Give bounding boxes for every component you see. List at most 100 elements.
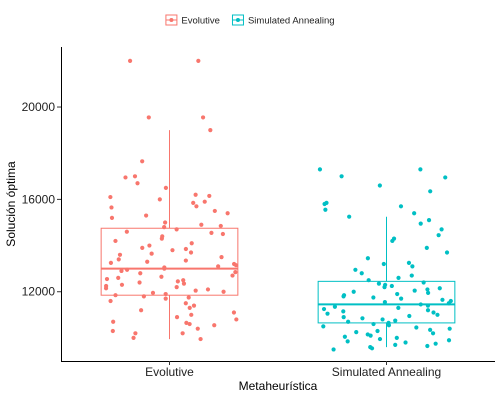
data-point-evolutive: [191, 303, 197, 308]
data-point-evolutive: [140, 159, 145, 164]
data-point-evolutive: [149, 251, 154, 256]
data-point-evolutive: [137, 280, 142, 285]
data-point-evolutive: [181, 278, 186, 283]
data-point-evolutive: [104, 276, 110, 282]
legend-label: Evolutive: [181, 16, 220, 27]
data-point-simulated-annealing: [426, 218, 432, 223]
data-point-simulated-annealing: [351, 289, 356, 294]
data-point-simulated-annealing: [418, 302, 423, 307]
data-point-evolutive: [159, 274, 164, 279]
data-point-simulated-annealing: [439, 227, 444, 232]
data-point-evolutive: [221, 289, 226, 294]
data-point-simulated-annealing: [347, 214, 352, 219]
data-point-evolutive: [194, 204, 199, 209]
data-point-simulated-annealing: [394, 335, 399, 341]
data-point-simulated-annealing: [360, 316, 365, 321]
x-ticks: Evolutive Simulated Annealing: [145, 361, 441, 379]
data-point-simulated-annealing: [371, 321, 376, 327]
data-point-evolutive: [193, 192, 198, 197]
data-point-simulated-annealing: [433, 341, 438, 346]
data-point-evolutive: [207, 193, 212, 199]
data-point-evolutive: [144, 213, 149, 218]
data-point-evolutive: [188, 250, 194, 255]
data-point-evolutive: [162, 224, 167, 230]
y-tick-label: 16000: [22, 192, 56, 206]
data-point-simulated-annealing: [425, 303, 431, 308]
data-point-simulated-annealing: [410, 264, 415, 269]
y-tick-label: 12000: [22, 285, 56, 299]
data-point-simulated-annealing: [440, 297, 445, 302]
data-point-simulated-annealing: [447, 326, 452, 331]
data-point-evolutive: [124, 267, 130, 272]
x-tick-label: Evolutive: [145, 365, 194, 379]
data-point-evolutive: [108, 194, 113, 200]
data-point-evolutive: [183, 301, 188, 306]
data-point-evolutive: [233, 263, 239, 268]
data-point-evolutive: [186, 295, 191, 300]
data-point-evolutive: [233, 270, 238, 275]
data-point-simulated-annealing: [390, 238, 395, 244]
data-point-simulated-annealing: [399, 296, 404, 301]
data-point-simulated-annealing: [428, 327, 433, 332]
data-point-evolutive: [199, 222, 204, 227]
data-point-simulated-annealing: [341, 315, 346, 320]
data-point-evolutive: [110, 328, 115, 334]
data-point-evolutive: [163, 291, 168, 297]
data-point-simulated-annealing: [426, 290, 431, 295]
data-point-evolutive: [109, 205, 114, 210]
data-point-evolutive: [109, 215, 115, 220]
data-point-evolutive: [113, 293, 118, 298]
data-point-evolutive: [205, 287, 211, 292]
data-point-simulated-annealing: [414, 325, 419, 330]
data-point-evolutive: [116, 257, 121, 262]
data-point-evolutive: [187, 305, 192, 310]
data-point-evolutive: [123, 175, 128, 180]
data-point-simulated-annealing: [369, 346, 375, 351]
data-point-simulated-annealing: [325, 311, 330, 316]
box-evolutive: [100, 227, 239, 296]
data-point-simulated-annealing: [354, 330, 359, 335]
data-point-evolutive: [117, 252, 123, 257]
data-point-evolutive: [183, 258, 188, 263]
data-point-evolutive: [174, 227, 179, 232]
data-point-evolutive: [124, 229, 129, 234]
data-point-evolutive: [157, 197, 162, 202]
data-point-evolutive: [218, 223, 223, 229]
data-point-simulated-annealing: [323, 207, 328, 212]
data-point-simulated-annealing: [395, 291, 400, 297]
data-point-evolutive: [133, 331, 138, 336]
data-point-evolutive: [131, 335, 136, 341]
legend: Evolutive Simulated Annealing: [165, 14, 335, 27]
data-point-simulated-annealing: [418, 167, 423, 172]
data-point-simulated-annealing: [342, 334, 347, 339]
x-axis-title: Metaheurística: [239, 379, 318, 393]
data-point-simulated-annealing: [365, 256, 370, 261]
data-point-evolutive: [212, 208, 217, 214]
y-ticks: 12000 16000 20000: [22, 100, 61, 299]
data-point-simulated-annealing: [431, 310, 436, 315]
axes: [61, 47, 495, 362]
data-point-evolutive: [119, 268, 124, 274]
data-point-simulated-annealing: [428, 189, 433, 194]
data-point-simulated-annealing: [393, 342, 398, 347]
data-point-evolutive: [225, 211, 230, 216]
data-point-simulated-annealing: [382, 300, 387, 305]
data-point-evolutive: [193, 288, 198, 293]
data-point-simulated-annealing: [377, 183, 382, 188]
data-point-simulated-annealing: [412, 211, 417, 216]
data-point-simulated-annealing: [406, 260, 412, 265]
points-layer: [103, 58, 453, 352]
data-point-evolutive: [163, 185, 168, 190]
data-point-simulated-annealing: [421, 280, 426, 285]
y-axis-title: Solución óptima: [4, 161, 18, 247]
data-point-simulated-annealing: [396, 305, 401, 310]
data-point-evolutive: [162, 266, 167, 271]
data-point-evolutive: [184, 320, 189, 325]
data-point-simulated-annealing: [425, 343, 430, 349]
data-point-simulated-annealing: [425, 287, 430, 292]
data-point-simulated-annealing: [435, 312, 440, 317]
data-point-simulated-annealing: [321, 324, 326, 329]
data-point-simulated-annealing: [321, 306, 327, 312]
legend-item-simulated-annealing: Simulated Annealing: [231, 14, 335, 27]
data-point-simulated-annealing: [403, 340, 408, 345]
